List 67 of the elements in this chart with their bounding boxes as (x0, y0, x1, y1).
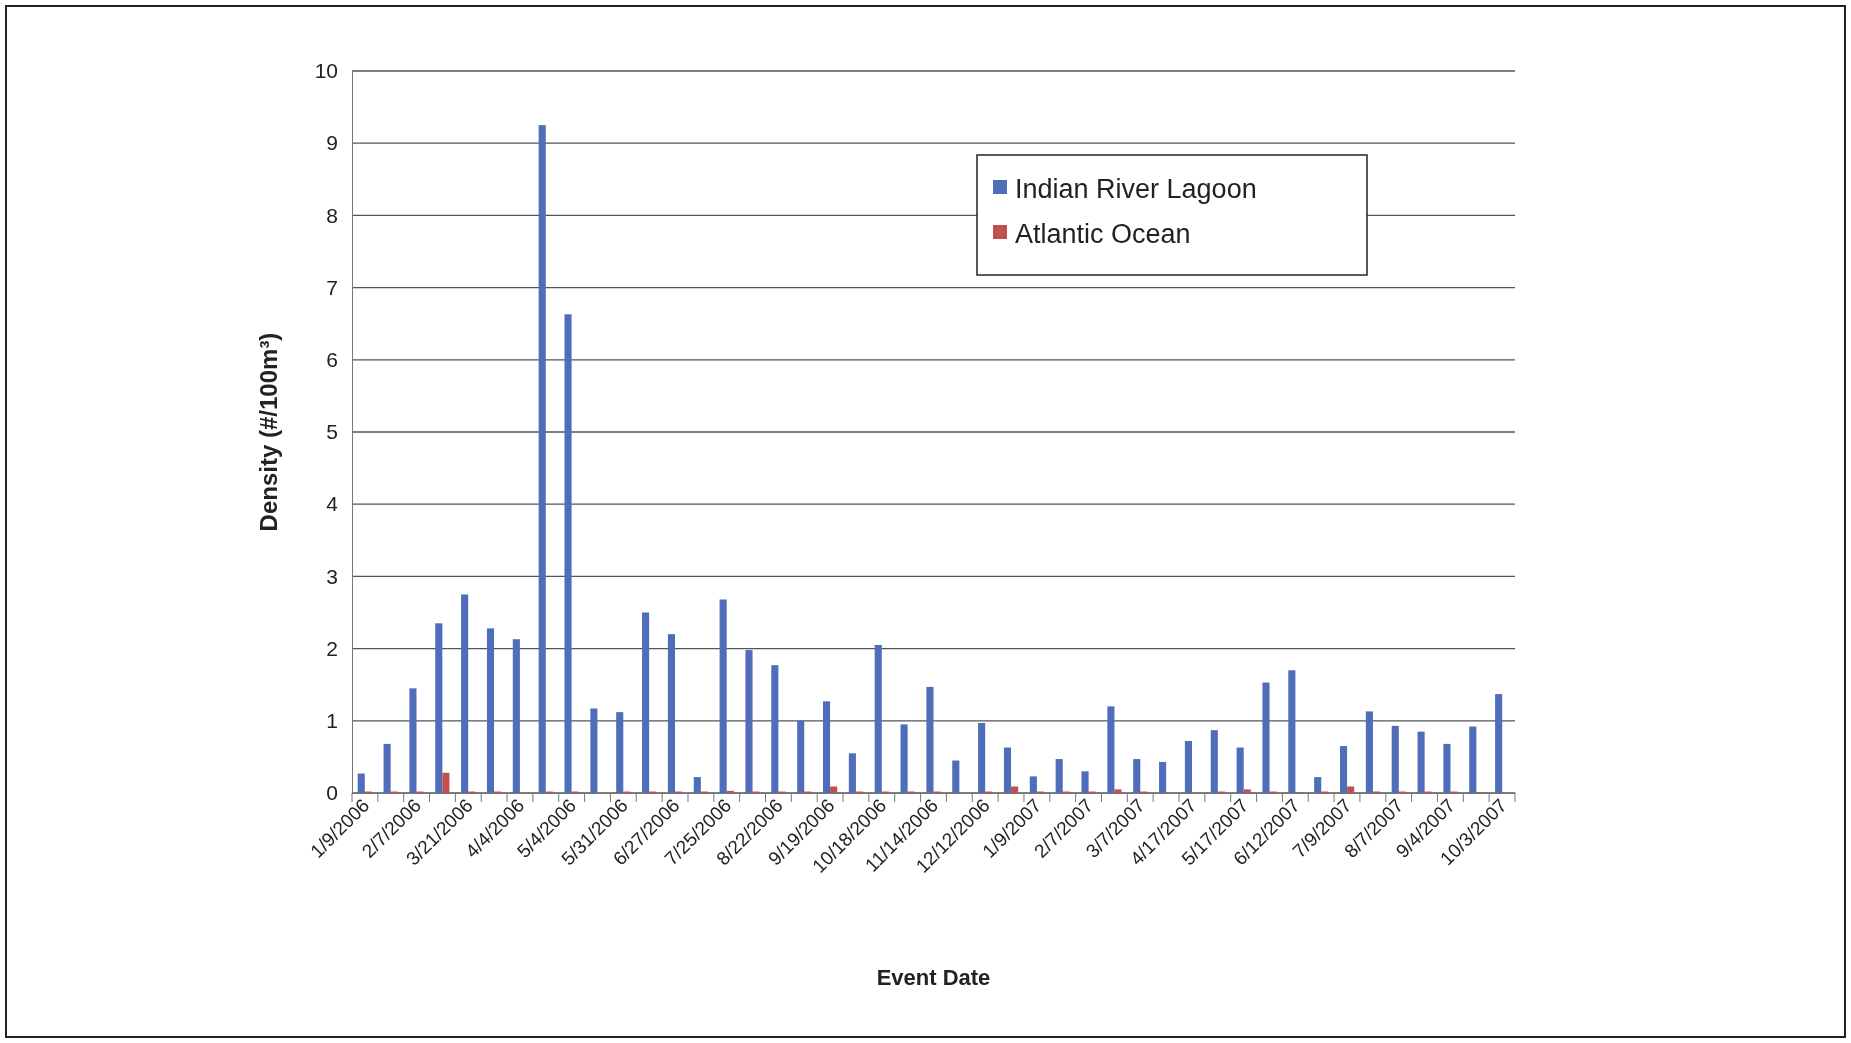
bar (926, 686, 934, 793)
bar (1347, 786, 1355, 793)
bar (1184, 741, 1192, 793)
bar (1159, 761, 1167, 793)
y-tick-label: 1 (326, 709, 338, 733)
bar (978, 722, 986, 793)
bar (797, 720, 805, 793)
y-tick-label: 5 (326, 420, 338, 444)
bar (771, 665, 779, 793)
y-tick-label: 6 (326, 348, 338, 372)
bar (745, 650, 753, 793)
bar (512, 639, 520, 793)
bar (1417, 731, 1425, 793)
legend-label: Indian River Lagoon (1015, 174, 1257, 205)
y-tick-label: 10 (314, 59, 338, 83)
bar (667, 634, 675, 793)
y-tick-label: 4 (326, 492, 339, 516)
bar (1469, 726, 1477, 793)
bar (1365, 711, 1373, 793)
bar (1133, 759, 1141, 793)
bar (719, 599, 727, 793)
bar (1262, 682, 1270, 793)
bar (486, 628, 495, 793)
x-axis-title: Event Date (876, 965, 991, 990)
bar (1114, 789, 1122, 793)
bar (726, 790, 734, 793)
bar (461, 594, 469, 793)
bar (357, 773, 365, 793)
bar (1029, 776, 1037, 793)
y-tick-label: 3 (326, 564, 338, 588)
y-tick-label: 0 (326, 781, 338, 805)
bar (616, 712, 624, 793)
bar (1107, 706, 1115, 793)
bar (1011, 786, 1019, 793)
bar (1236, 747, 1244, 793)
bar (1055, 759, 1063, 793)
bar (1495, 694, 1503, 793)
y-tick-label: 2 (326, 636, 338, 660)
bar (900, 724, 908, 793)
bar (830, 786, 838, 793)
bar (822, 701, 831, 793)
bar (693, 777, 701, 793)
bar (1339, 746, 1348, 793)
bar (435, 623, 443, 793)
bar (564, 314, 572, 793)
y-tick-label: 8 (326, 203, 338, 227)
bar (952, 760, 960, 793)
bar (590, 708, 598, 793)
bar (1081, 771, 1089, 793)
bar (1443, 743, 1451, 793)
legend-label: Atlantic Ocean (1015, 219, 1191, 250)
bar (383, 743, 391, 793)
bar (1243, 789, 1251, 793)
bar (442, 772, 450, 793)
bar (538, 125, 546, 793)
bar (409, 688, 417, 793)
bar (1391, 725, 1399, 793)
bar (1288, 670, 1296, 793)
y-tick-label: 7 (326, 275, 338, 299)
y-axis-title: Density (#/100m³) (255, 332, 282, 532)
bar (874, 644, 882, 793)
bar (848, 753, 856, 793)
bar (1314, 777, 1322, 793)
bar (642, 612, 650, 793)
y-tick-label: 9 (326, 131, 338, 155)
bar (1003, 747, 1012, 793)
bar (1210, 730, 1218, 793)
